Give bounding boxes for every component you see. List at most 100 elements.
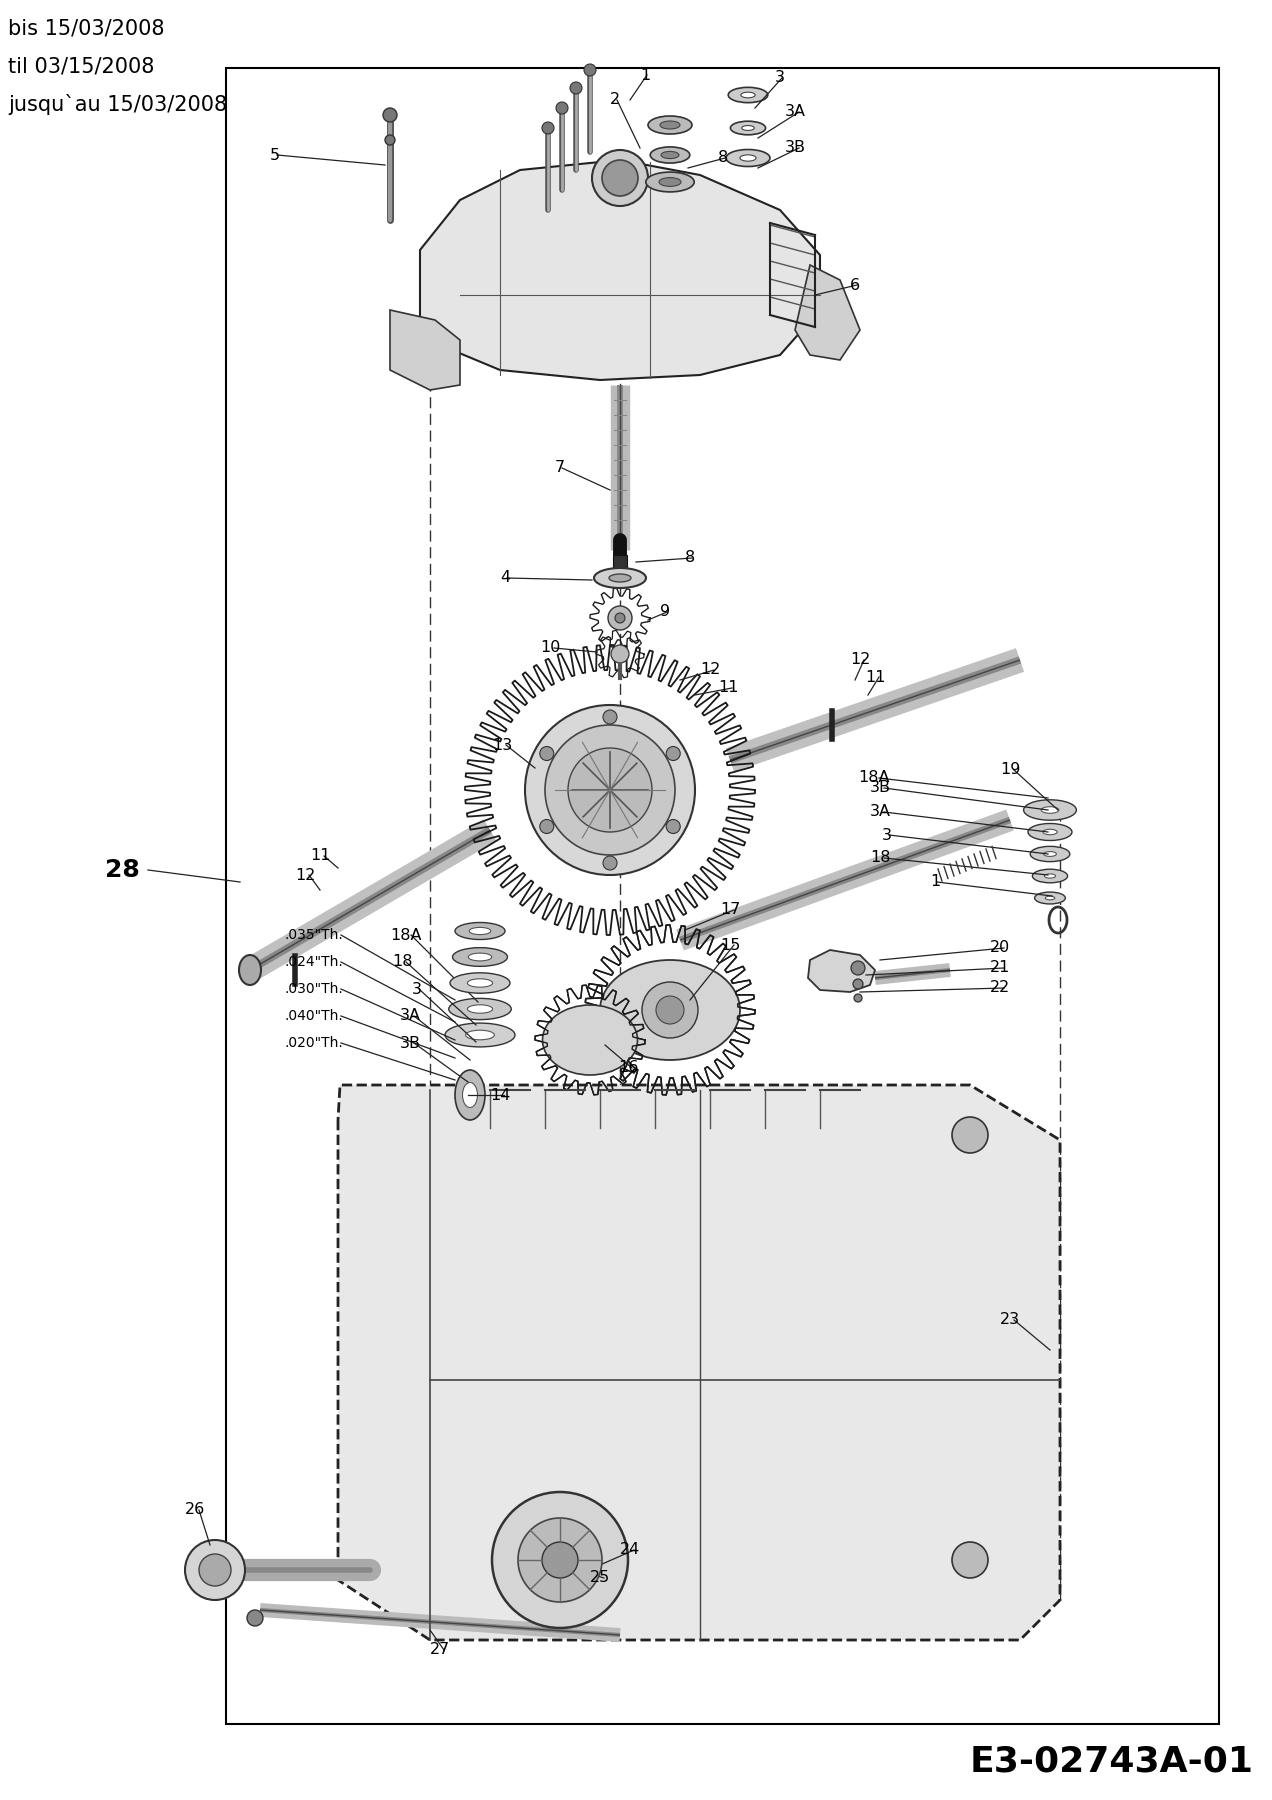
- Text: 7: 7: [555, 461, 565, 475]
- Text: 3B: 3B: [785, 140, 806, 155]
- Ellipse shape: [661, 151, 679, 158]
- Text: 12: 12: [700, 662, 720, 677]
- Circle shape: [854, 994, 862, 1003]
- Text: 21: 21: [990, 961, 1010, 976]
- Ellipse shape: [1044, 875, 1056, 878]
- Ellipse shape: [453, 947, 508, 967]
- Ellipse shape: [650, 148, 689, 164]
- Ellipse shape: [1024, 799, 1076, 821]
- Circle shape: [518, 1517, 602, 1602]
- Circle shape: [614, 614, 625, 623]
- Circle shape: [569, 749, 653, 832]
- Ellipse shape: [542, 1004, 637, 1075]
- Ellipse shape: [594, 569, 646, 589]
- Ellipse shape: [1043, 851, 1057, 857]
- Text: 20: 20: [990, 940, 1010, 956]
- Circle shape: [667, 819, 681, 833]
- Ellipse shape: [647, 115, 692, 133]
- Text: 27: 27: [430, 1642, 450, 1658]
- Circle shape: [591, 149, 647, 205]
- Ellipse shape: [728, 88, 768, 103]
- Circle shape: [539, 819, 553, 833]
- Circle shape: [584, 65, 597, 76]
- Circle shape: [603, 857, 617, 869]
- Circle shape: [539, 747, 553, 760]
- Circle shape: [951, 1543, 988, 1579]
- Circle shape: [667, 747, 681, 760]
- Text: 9: 9: [660, 605, 670, 619]
- Circle shape: [385, 135, 396, 146]
- Polygon shape: [808, 950, 875, 992]
- Circle shape: [247, 1609, 263, 1625]
- Text: 18: 18: [870, 851, 890, 866]
- Circle shape: [542, 122, 555, 133]
- Ellipse shape: [469, 927, 491, 934]
- Ellipse shape: [659, 178, 681, 187]
- Ellipse shape: [742, 126, 754, 130]
- Ellipse shape: [740, 155, 756, 162]
- Text: .030"Th.: .030"Th.: [285, 983, 343, 995]
- Text: jusqu`au 15/03/2008: jusqu`au 15/03/2008: [8, 94, 228, 115]
- Circle shape: [656, 995, 684, 1024]
- Text: 3A: 3A: [399, 1008, 421, 1024]
- Ellipse shape: [1033, 869, 1067, 882]
- Circle shape: [556, 103, 569, 113]
- Circle shape: [542, 1543, 577, 1579]
- Text: 26: 26: [184, 1503, 205, 1517]
- Text: 22: 22: [990, 981, 1010, 995]
- Text: 11: 11: [310, 848, 331, 864]
- Ellipse shape: [467, 979, 492, 986]
- Polygon shape: [420, 160, 820, 380]
- Circle shape: [951, 1118, 988, 1154]
- Ellipse shape: [468, 954, 492, 961]
- Text: 8: 8: [686, 551, 696, 565]
- Text: 3A: 3A: [870, 805, 890, 819]
- Ellipse shape: [239, 956, 261, 985]
- Text: E3-02743A-01: E3-02743A-01: [971, 1744, 1254, 1778]
- Text: 4: 4: [500, 571, 510, 585]
- Text: 3: 3: [412, 981, 422, 997]
- Text: bis 15/03/2008: bis 15/03/2008: [8, 18, 164, 38]
- Text: 24: 24: [619, 1543, 640, 1557]
- Text: 16: 16: [618, 1060, 639, 1075]
- Circle shape: [570, 83, 583, 94]
- Text: 5: 5: [270, 148, 280, 162]
- Text: 3: 3: [881, 828, 892, 842]
- Bar: [226, 68, 1219, 1724]
- Circle shape: [642, 983, 698, 1039]
- Text: 12: 12: [295, 868, 315, 882]
- Ellipse shape: [1042, 806, 1058, 814]
- Circle shape: [383, 108, 397, 122]
- Circle shape: [603, 709, 617, 724]
- Circle shape: [611, 644, 628, 662]
- Ellipse shape: [467, 1004, 492, 1013]
- Ellipse shape: [1030, 846, 1070, 862]
- Ellipse shape: [455, 922, 505, 940]
- Circle shape: [544, 725, 675, 855]
- Text: 3B: 3B: [870, 781, 890, 796]
- Ellipse shape: [449, 999, 511, 1019]
- Text: 11: 11: [717, 680, 739, 695]
- Text: 25: 25: [590, 1570, 611, 1586]
- Polygon shape: [391, 310, 460, 391]
- Ellipse shape: [1046, 896, 1054, 900]
- Bar: [613, 554, 627, 569]
- Text: 3: 3: [775, 70, 785, 85]
- Ellipse shape: [600, 959, 740, 1060]
- Polygon shape: [795, 265, 860, 360]
- Ellipse shape: [463, 1082, 477, 1107]
- Polygon shape: [338, 1085, 1060, 1640]
- Ellipse shape: [455, 1069, 485, 1120]
- Text: 19: 19: [1000, 763, 1020, 778]
- Ellipse shape: [660, 121, 681, 130]
- Text: 28: 28: [106, 859, 140, 882]
- Ellipse shape: [466, 1030, 495, 1040]
- Circle shape: [851, 961, 865, 976]
- Text: 17: 17: [720, 902, 740, 918]
- Text: 6: 6: [850, 277, 860, 292]
- Circle shape: [198, 1553, 232, 1586]
- Text: 23: 23: [1000, 1312, 1020, 1328]
- Text: 12: 12: [850, 653, 870, 668]
- Ellipse shape: [730, 121, 766, 135]
- Ellipse shape: [445, 1022, 515, 1048]
